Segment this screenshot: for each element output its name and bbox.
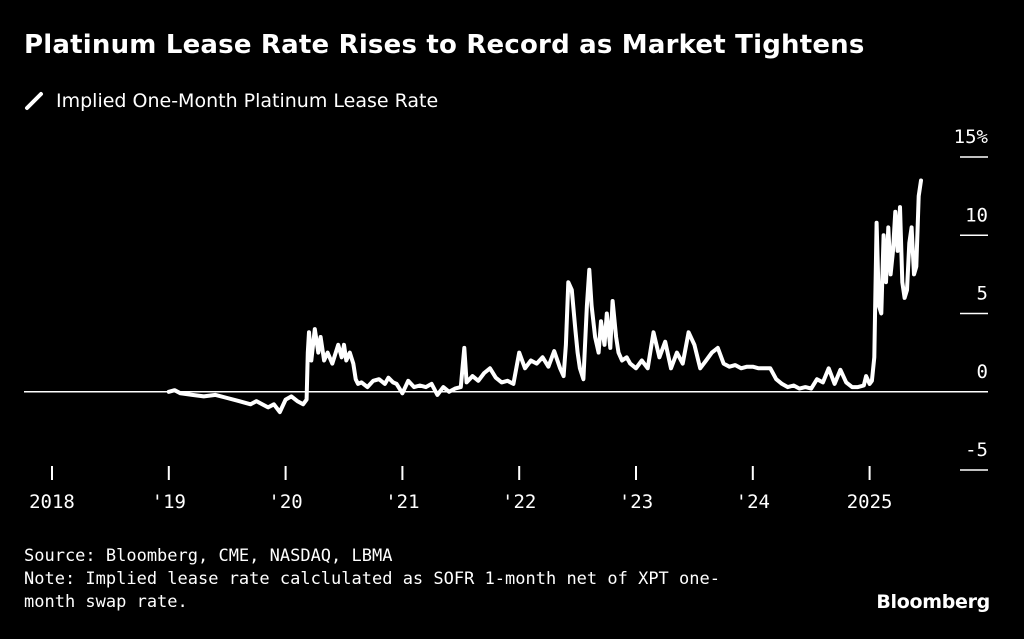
note-text: Note: Implied lease rate calclulated as …: [24, 569, 720, 612]
legend-label: Implied One-Month Platinum Lease Rate: [56, 90, 439, 112]
x-tick-label: '19: [152, 491, 186, 513]
y-tick-label: 10: [965, 204, 988, 226]
x-tick-label: '23: [619, 491, 653, 513]
x-tick-label: '24: [736, 491, 770, 513]
x-tick-label: 2018: [29, 491, 75, 513]
series-line-lease-rate: [166, 178, 923, 415]
y-tick-label: 5: [977, 283, 988, 305]
x-tick-label: '20: [268, 491, 302, 513]
x-axis: 2018 '19 '20 '21 '22 '23 '24 2025: [29, 466, 892, 513]
y-axis: 15% 10 5 0 -5: [954, 126, 989, 471]
y-tick-label: 15%: [954, 126, 989, 148]
footer: Source: Bloomberg, CME, NASDAQ, LBMA Not…: [24, 545, 764, 614]
legend-swatch-icon: [25, 92, 43, 110]
source-text: Source: Bloomberg, CME, NASDAQ, LBMA: [24, 546, 393, 566]
line-chart: 15% 10 5 0 -5 2018 '19 '20 '21 '22 '23 '24 2025: [24, 126, 989, 513]
y-tick-label: 0: [977, 361, 988, 383]
x-tick-label: 2025: [847, 491, 893, 513]
chart-title: Platinum Lease Rate Rises to Record as M…: [24, 30, 865, 60]
bloomberg-logo: Bloomberg: [876, 591, 990, 613]
x-tick-label: '22: [502, 491, 536, 513]
y-tick-label: -5: [965, 439, 988, 461]
x-tick-label: '21: [385, 491, 419, 513]
legend: Implied One-Month Platinum Lease Rate: [24, 90, 438, 112]
